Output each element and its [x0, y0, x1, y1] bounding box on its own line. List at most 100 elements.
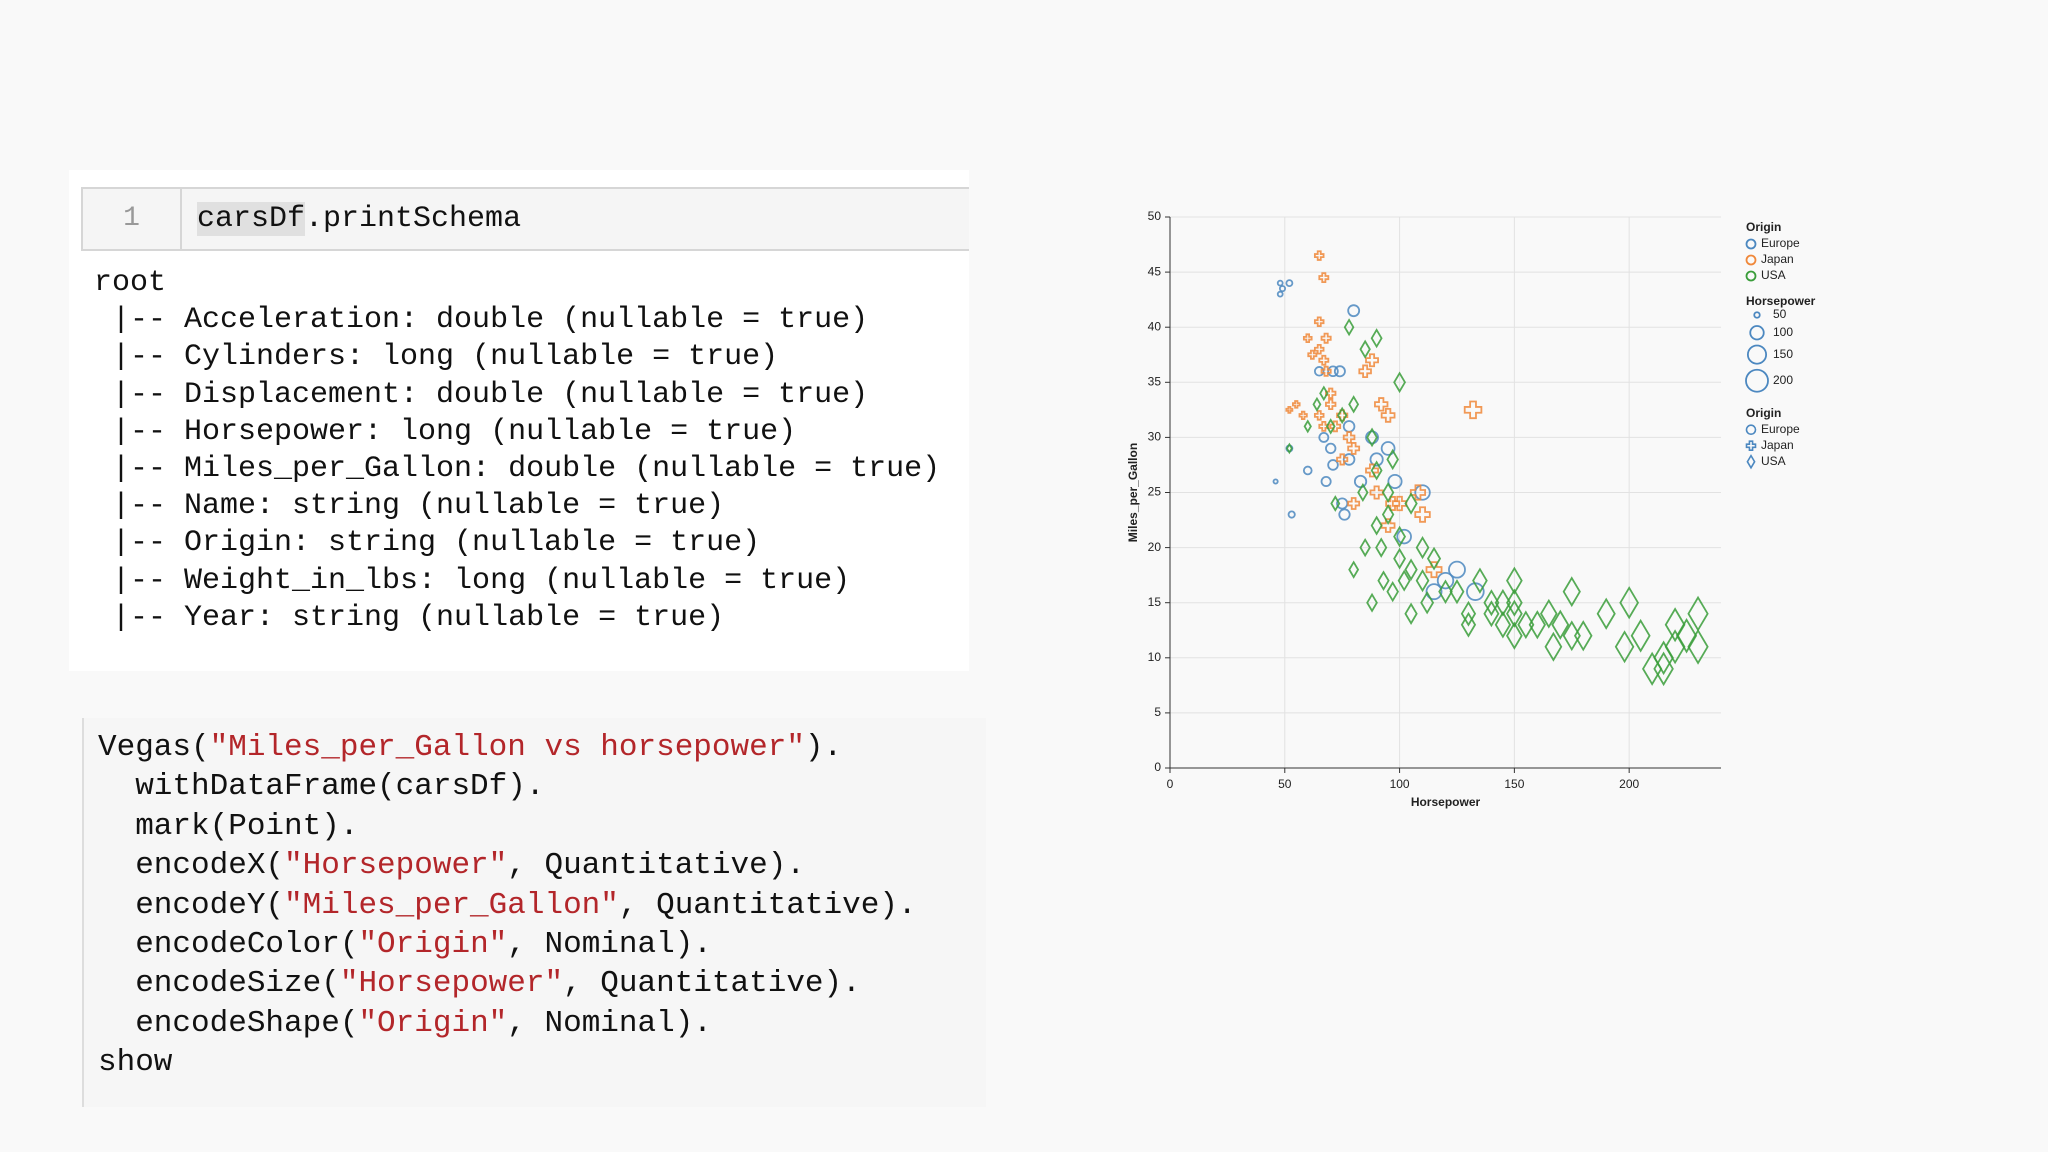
point — [1381, 482, 1395, 503]
point — [1338, 508, 1351, 521]
line-number: 1 — [83, 189, 182, 249]
point — [1313, 343, 1325, 355]
point — [1420, 590, 1435, 615]
output-line: |-- Displacement: double (nullable = tru… — [94, 377, 869, 412]
code-line: encodeShape("Origin", Nominal). — [98, 1004, 917, 1043]
output-line: |-- Year: string (nullable = true) — [94, 600, 725, 635]
x-tick-label: 200 — [1619, 777, 1639, 791]
code-token: "Miles_per_Gallon vs horsepower" — [209, 730, 805, 765]
point — [1313, 316, 1325, 327]
code-line: encodeColor("Origin", Nominal). — [98, 925, 917, 964]
point — [1320, 365, 1332, 377]
point — [1404, 558, 1418, 581]
point — [1370, 460, 1383, 481]
point — [1348, 395, 1360, 414]
code-token: Vegas( — [98, 730, 210, 765]
point — [1313, 410, 1325, 421]
point — [1369, 485, 1384, 500]
cell-code: carsDf.printSchema — [197, 189, 521, 249]
legend-label: 150 — [1773, 347, 1793, 361]
point — [1404, 492, 1418, 515]
point — [1343, 318, 1355, 337]
code-token: mark(Point). — [98, 808, 359, 844]
code-lines: Vegas("Miles_per_Gallon vs horsepower").… — [98, 728, 917, 1083]
code-line: encodeSize("Horsepower", Quantitative). — [98, 964, 917, 1003]
point — [1327, 459, 1339, 471]
point — [1327, 365, 1339, 377]
output-panel — [69, 170, 969, 671]
y-tick-label: 15 — [1148, 595, 1162, 609]
point — [1460, 611, 1477, 638]
y-axis-title: Miles_per_Gallon — [1126, 443, 1140, 542]
schema-output: root |-- Acceleration: double (nullable … — [94, 265, 940, 637]
output-line: |-- Miles_per_Gallon: double (nullable =… — [94, 452, 941, 487]
y-tick-label: 5 — [1154, 705, 1161, 719]
legend-title: Origin — [1746, 406, 1781, 420]
point — [1374, 397, 1389, 412]
output-line: |-- Origin: string (nullable = true) — [94, 526, 761, 561]
point — [1517, 610, 1535, 640]
point — [1359, 339, 1371, 359]
code-cell[interactable]: 1 carsDf.printSchema — [81, 187, 969, 251]
point — [1630, 618, 1651, 653]
point — [1506, 621, 1523, 650]
legend-label: USA — [1761, 454, 1786, 468]
point — [1272, 478, 1279, 485]
legend-size — [1746, 344, 1768, 365]
legend-shape — [1745, 424, 1757, 435]
point — [1320, 332, 1332, 344]
point — [1494, 610, 1512, 639]
point — [1483, 600, 1500, 628]
point — [1370, 515, 1383, 536]
point — [1278, 285, 1286, 293]
point — [1298, 410, 1308, 420]
code-line: mark(Point). — [98, 807, 917, 846]
point — [1329, 420, 1342, 433]
code-line: encodeX("Horsepower", Quantitative). — [98, 846, 917, 885]
legend-label: Japan — [1761, 438, 1794, 452]
point — [1318, 420, 1330, 432]
output-line: root — [94, 266, 167, 300]
y-tick-label: 10 — [1148, 650, 1162, 664]
point — [1393, 547, 1407, 570]
point — [1375, 537, 1388, 558]
y-tick-label: 50 — [1148, 209, 1162, 223]
point — [1386, 448, 1399, 471]
point — [1318, 432, 1330, 443]
point — [1463, 400, 1483, 420]
y-tick-label: 0 — [1154, 760, 1161, 774]
point — [1687, 628, 1709, 665]
point — [1426, 546, 1442, 571]
legend-title: Origin — [1746, 220, 1781, 234]
code-token: encodeY( — [98, 887, 285, 923]
point — [1342, 453, 1356, 466]
point — [1653, 651, 1674, 687]
point — [1664, 607, 1686, 643]
point — [1381, 504, 1395, 526]
y-tick-label: 30 — [1148, 430, 1162, 444]
y-tick-label: 20 — [1148, 540, 1162, 554]
point — [1396, 528, 1412, 545]
point — [1330, 495, 1341, 512]
legend-size — [1745, 368, 1769, 393]
point — [1366, 592, 1378, 613]
legend-swatch — [1745, 270, 1757, 282]
point — [1614, 630, 1635, 664]
point — [1562, 620, 1581, 652]
code-line: encodeY("Miles_per_Gallon", Quantitative… — [98, 886, 916, 925]
code-token: "Horsepower" — [339, 966, 564, 1002]
point — [1528, 610, 1546, 640]
x-tick-label: 0 — [1167, 777, 1174, 791]
code-token: , Nominal). — [507, 1005, 712, 1041]
point — [1292, 400, 1301, 409]
code-token: ). — [804, 730, 843, 765]
code-token: withDataFrame(carsDf). — [98, 769, 545, 805]
legend-swatch — [1745, 254, 1757, 266]
point — [1285, 279, 1294, 287]
x-tick-label: 50 — [1278, 777, 1292, 791]
point — [1365, 353, 1379, 368]
point — [1391, 495, 1408, 512]
y-tick-label: 25 — [1148, 485, 1162, 499]
output-line: |-- Horsepower: long (nullable = true) — [94, 414, 797, 449]
